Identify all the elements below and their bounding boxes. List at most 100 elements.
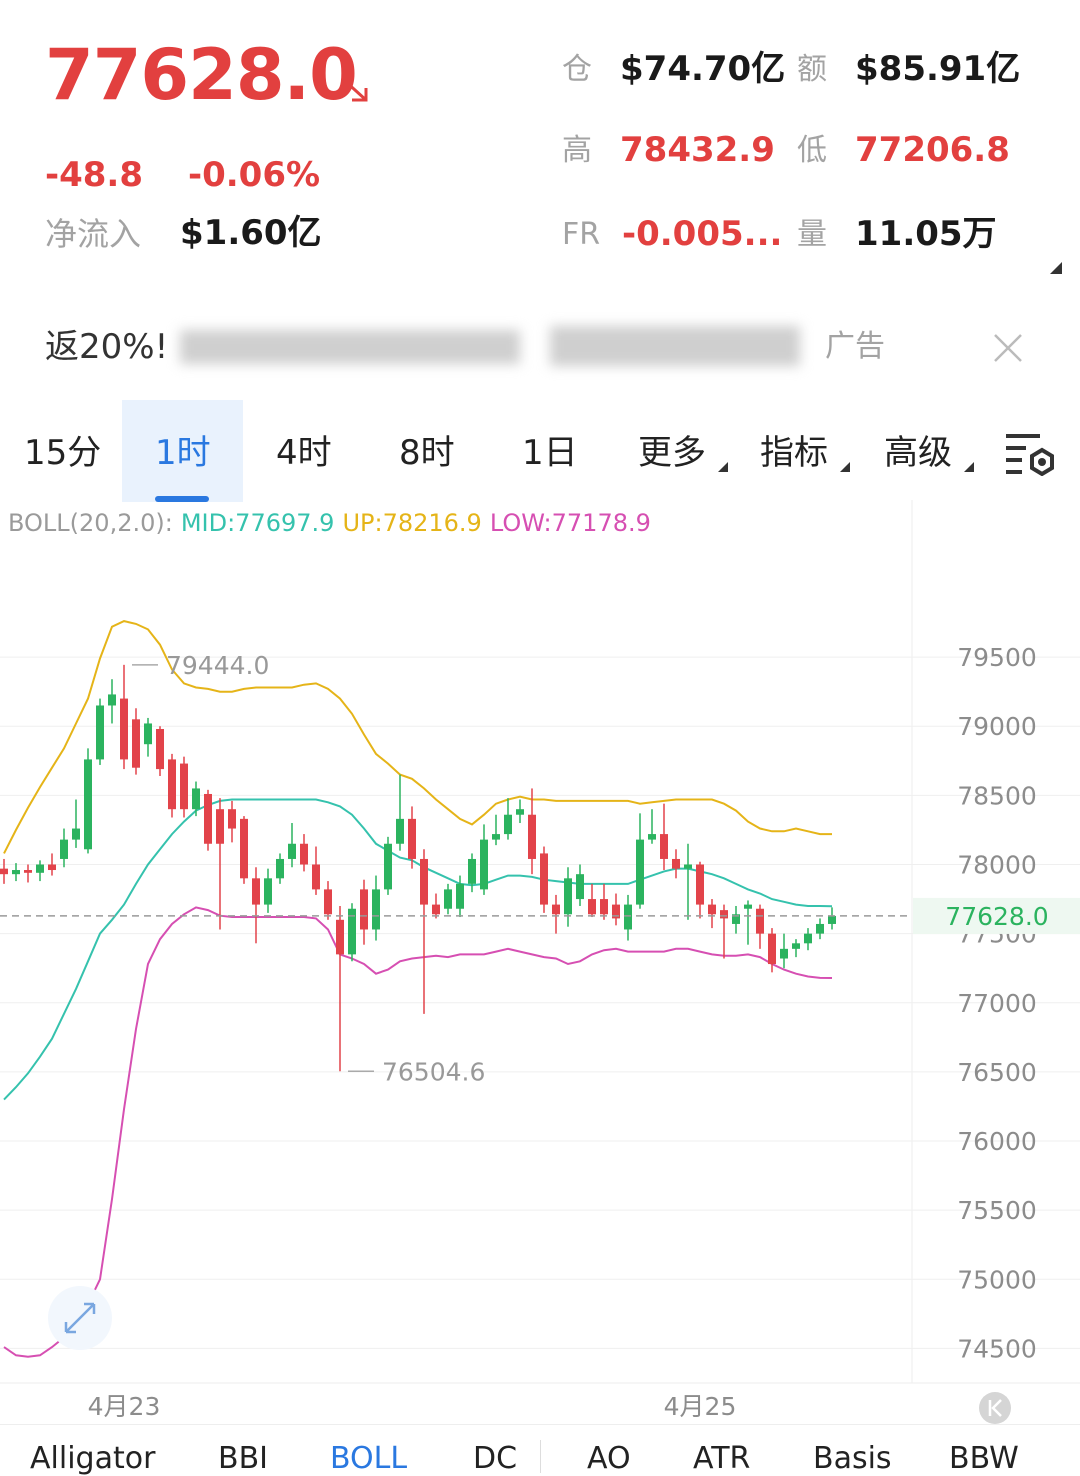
scroll-end-glyph	[988, 1399, 1002, 1417]
candle-body	[168, 759, 176, 810]
indicator-legend: BOLL(20,2.0): MID:77697.9 UP:78216.9 LOW:77…	[8, 509, 651, 537]
stat-value: 78432.9	[620, 130, 775, 170]
candle-body	[744, 904, 752, 909]
candle-body	[348, 908, 356, 955]
annotation-label: 76504.6	[382, 1057, 485, 1086]
candle-body	[780, 948, 788, 959]
candle-body	[468, 858, 476, 884]
y-tick-label: 78500	[957, 781, 1037, 810]
boll-line	[3, 906, 833, 1358]
zoom-icon	[64, 1302, 96, 1334]
candle-body	[156, 728, 164, 770]
y-tick-label: 76000	[957, 1127, 1037, 1156]
indicator-tab[interactable]: BBW	[949, 1441, 1019, 1476]
candle-body	[492, 834, 500, 840]
candle-body	[384, 843, 392, 890]
candle-body	[660, 834, 668, 859]
timeframe-tab[interactable]: 高级	[884, 433, 952, 473]
settings-icon[interactable]	[1004, 432, 1056, 476]
y-tick-label: 75000	[957, 1265, 1037, 1294]
candle-body	[240, 818, 248, 879]
net-inflow-value: $1.60亿	[180, 213, 322, 253]
candle-body	[180, 763, 188, 810]
scroll-end-icon	[979, 1392, 1011, 1424]
candle-body	[288, 843, 296, 859]
candle-body	[648, 834, 656, 840]
candle-body	[804, 933, 812, 944]
candle-body	[36, 864, 44, 873]
timeframe-tab[interactable]: 4时	[276, 433, 332, 473]
stat-label: 量	[797, 217, 827, 252]
boll-line	[3, 620, 832, 854]
indicator-tab[interactable]: Alligator	[30, 1441, 156, 1476]
stat-label: FR	[562, 217, 601, 252]
y-tick-label: 79000	[957, 712, 1037, 741]
timeframe-tab[interactable]: 8时	[399, 433, 455, 473]
y-tick-label: 78000	[957, 850, 1037, 879]
candle-body	[720, 910, 728, 919]
candle-body	[252, 878, 260, 905]
timeframe-tab[interactable]: 更多	[638, 433, 706, 473]
candle-body	[60, 839, 68, 859]
change-pct: -0.06%	[188, 155, 321, 195]
net-inflow-label: 净流入	[45, 215, 142, 253]
stat-label: 高	[562, 133, 592, 168]
candle-body	[324, 889, 332, 915]
active-tab-bg	[122, 400, 243, 502]
timeframe-tab[interactable]: 15分	[24, 433, 102, 473]
candle-body	[816, 923, 824, 934]
candle-body	[564, 878, 572, 915]
change: -48.8	[45, 155, 143, 195]
candle-body	[684, 864, 692, 869]
candle-body	[84, 759, 92, 850]
last-price-box	[913, 897, 1080, 934]
indicator-tab[interactable]: BOLL	[330, 1441, 408, 1476]
active-tab-indicator	[155, 496, 209, 502]
stat-value: 77206.8	[855, 130, 1010, 170]
stat-value: 11.05万	[855, 214, 997, 254]
y-tick-label: 74500	[957, 1334, 1037, 1363]
candle-body	[708, 904, 716, 915]
candle-body	[732, 914, 740, 924]
dropdown-triangle	[840, 462, 850, 472]
candle-body	[756, 908, 764, 934]
expand-triangle	[1050, 262, 1062, 274]
timeframe-tab[interactable]: 1时	[155, 433, 211, 473]
close-ad[interactable]	[992, 332, 1024, 364]
candle-body	[696, 864, 704, 905]
y-tick-label: 79500	[957, 643, 1037, 672]
last-price: 77628.0	[45, 34, 358, 116]
y-tick-label: 77000	[957, 989, 1037, 1018]
candle-body	[624, 904, 632, 930]
ad-text: 返20%!	[45, 327, 169, 367]
indicator-tab[interactable]: ATR	[693, 1441, 751, 1476]
indicator-tab[interactable]: AO	[587, 1441, 631, 1476]
indicator-tab[interactable]: Basis	[813, 1441, 892, 1476]
candle-body	[768, 933, 776, 965]
candle-body	[456, 883, 464, 909]
indicator-tab[interactable]: BBI	[218, 1441, 269, 1476]
x-tick-label: 4月25	[664, 1392, 737, 1421]
stat-value: $74.70亿	[620, 49, 786, 89]
y-tick-label: 76500	[957, 1058, 1037, 1087]
candle-body	[336, 919, 344, 955]
candle-body	[444, 889, 452, 909]
legend-item: BOLL(20,2.0):	[8, 509, 173, 537]
candle-body	[636, 839, 644, 905]
candle-body	[48, 864, 56, 871]
candle-body	[120, 698, 128, 760]
candle-body	[408, 818, 416, 859]
legend-item: UP:78216.9	[342, 509, 481, 537]
indicator-tab[interactable]: DC	[473, 1441, 518, 1476]
timeframe-tab[interactable]: 1日	[522, 433, 578, 473]
dropdown-triangle	[718, 462, 728, 472]
candle-body	[264, 878, 272, 905]
candle-body	[396, 818, 404, 844]
candle-body	[216, 809, 224, 844]
ad-blur	[550, 326, 800, 366]
y-tick-label: 75500	[957, 1196, 1037, 1225]
timeframe-tab[interactable]: 指标	[760, 433, 828, 473]
candle-body	[576, 874, 584, 900]
candle-body	[24, 870, 32, 873]
